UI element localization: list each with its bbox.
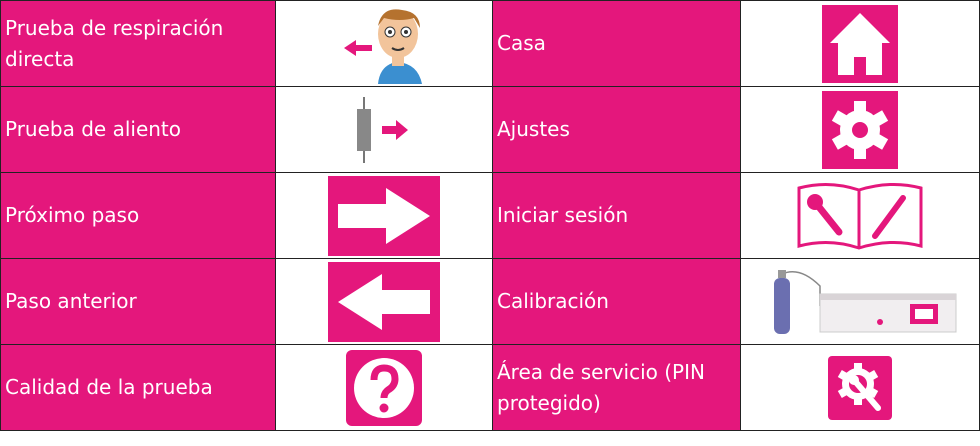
label-cell: Calibración bbox=[492, 258, 741, 345]
next-step-icon bbox=[328, 175, 440, 256]
label-cell: Iniciar sesión bbox=[492, 172, 741, 259]
settings-icon bbox=[822, 90, 898, 169]
label-cell: Casa bbox=[492, 0, 741, 87]
label-cell: Prueba de aliento bbox=[0, 86, 276, 173]
icon-cell bbox=[275, 344, 493, 431]
label-cell: Prueba de respiración directa bbox=[0, 0, 276, 87]
direct-breath-icon bbox=[344, 8, 422, 84]
table-row: Próximo paso Iniciar sesión bbox=[0, 172, 980, 259]
table-row: Calidad de la prueba Área de servicio (P… bbox=[0, 344, 980, 431]
previous-step-icon bbox=[328, 261, 440, 342]
symbol-table: Prueba de respiración directa Casa Prueb… bbox=[0, 0, 980, 431]
test-quality-icon bbox=[346, 349, 422, 426]
icon-cell bbox=[275, 258, 493, 345]
label-cell: Área de servicio (PIN protegido) bbox=[492, 344, 741, 431]
label-cell: Próximo paso bbox=[0, 172, 276, 259]
table-row: Prueba de respiración directa Casa bbox=[0, 0, 980, 87]
table-row: Prueba de aliento Ajustes bbox=[0, 86, 980, 173]
icon-cell bbox=[275, 172, 493, 259]
icon-cell bbox=[740, 172, 980, 259]
icon-cell bbox=[740, 258, 980, 345]
icon-cell bbox=[275, 86, 493, 173]
icon-cell bbox=[740, 344, 980, 431]
calibration-icon bbox=[774, 269, 957, 334]
label-cell: Paso anterior bbox=[0, 258, 276, 345]
login-icon bbox=[797, 182, 923, 250]
breath-test-icon bbox=[357, 96, 408, 163]
icon-cell bbox=[275, 0, 493, 87]
home-icon bbox=[822, 4, 898, 83]
label-cell: Calidad de la prueba bbox=[0, 344, 276, 431]
service-area-icon bbox=[828, 355, 892, 420]
table-row: Paso anterior Calibración bbox=[0, 258, 980, 345]
icon-cell bbox=[740, 86, 980, 173]
label-cell: Ajustes bbox=[492, 86, 741, 173]
icon-cell bbox=[740, 0, 980, 87]
